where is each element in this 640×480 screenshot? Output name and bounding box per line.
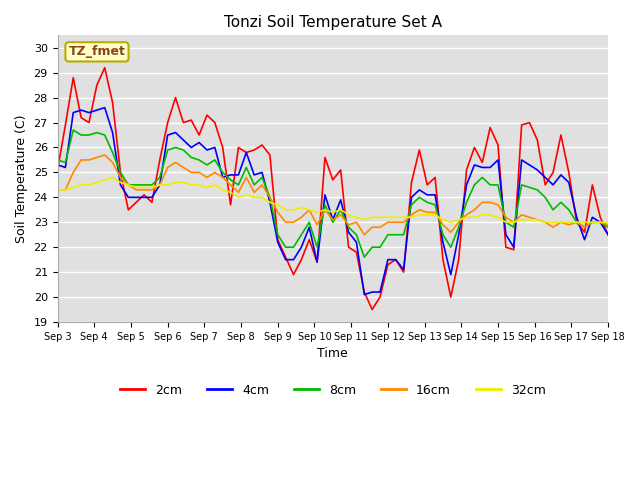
X-axis label: Time: Time: [317, 347, 348, 360]
Text: TZ_fmet: TZ_fmet: [68, 46, 125, 59]
Title: Tonzi Soil Temperature Set A: Tonzi Soil Temperature Set A: [224, 15, 442, 30]
Legend: 2cm, 4cm, 8cm, 16cm, 32cm: 2cm, 4cm, 8cm, 16cm, 32cm: [115, 379, 551, 402]
Y-axis label: Soil Temperature (C): Soil Temperature (C): [15, 114, 28, 243]
